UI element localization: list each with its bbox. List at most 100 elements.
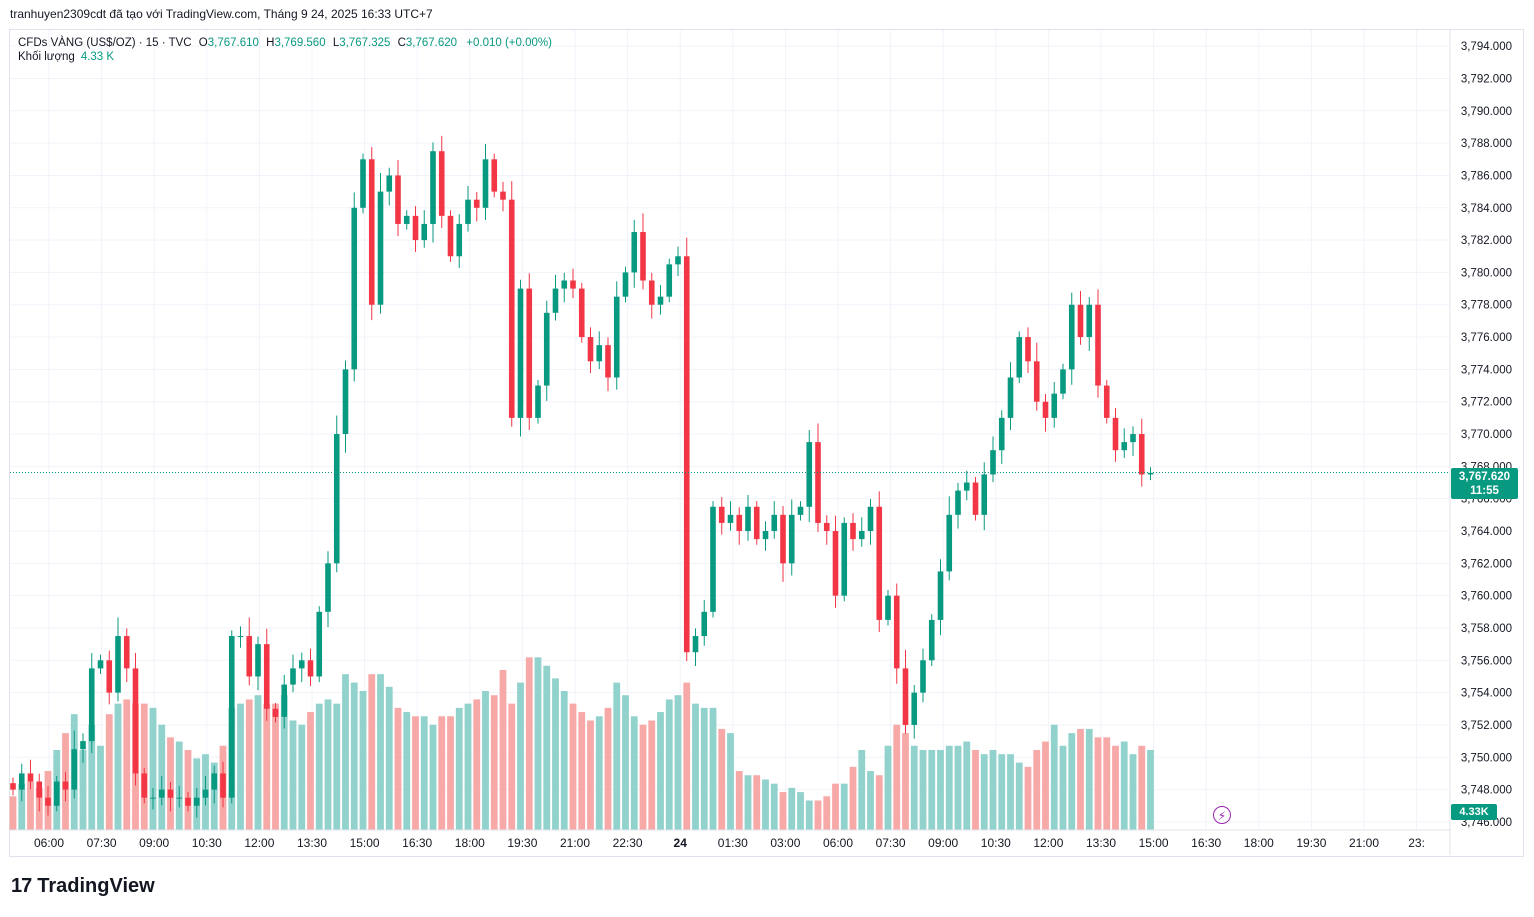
candle-body: [150, 797, 156, 799]
volume-bar: [464, 703, 472, 830]
volume-bar: [1147, 749, 1154, 830]
volume-bar: [1068, 733, 1076, 830]
price-axis: 3,794.000 3,792.000 3,790.000 3,788.000 3,78…: [1449, 30, 1512, 855]
candle-body: [10, 783, 16, 790]
candle-body: [360, 159, 366, 208]
volume-bar: [1085, 728, 1093, 830]
candle-body: [333, 434, 340, 564]
candle-body: [666, 264, 673, 297]
volume-bar: [359, 691, 367, 830]
candle-body: [771, 514, 778, 532]
volume-bar: [814, 800, 822, 830]
volume-bar: [1120, 741, 1128, 830]
volume-bar: [18, 783, 26, 830]
y-tick-label: 3,764.000: [1461, 526, 1512, 538]
volume-bar: [438, 716, 446, 830]
candle-body: [928, 619, 935, 661]
x-tick-label: 23:: [1408, 836, 1425, 850]
candle-body: [421, 223, 428, 241]
lightning-icon[interactable]: ⚡: [1213, 806, 1231, 824]
candle-body: [692, 636, 699, 653]
volume-bar: [1033, 749, 1041, 830]
tradingview-logo[interactable]: 17 TradingView: [11, 875, 155, 898]
volume-bar: [429, 724, 437, 830]
candle-body: [788, 514, 795, 564]
candle-body: [710, 506, 716, 612]
volume-label[interactable]: Khối lượng: [18, 51, 75, 63]
candle-body: [430, 151, 436, 224]
volume-bar: [674, 695, 682, 830]
volume-bar: [919, 749, 927, 830]
volume-tag: 4.33K: [1451, 804, 1497, 820]
y-tick-label: 3,752.000: [1461, 720, 1512, 732]
volume-bar: [884, 745, 892, 830]
volume-bar: [683, 682, 691, 830]
candle-body: [955, 490, 961, 515]
candle-body: [202, 789, 209, 798]
volume-bar: [648, 720, 656, 830]
x-tick-label: 19:30: [507, 836, 537, 850]
volume-bar: [280, 695, 288, 830]
candle-body: [587, 337, 594, 362]
volume-bars: [9, 657, 1154, 830]
volume-bar: [114, 703, 122, 830]
candle-body: [990, 450, 996, 475]
candle-body: [1033, 361, 1040, 402]
candle-body: [648, 280, 655, 305]
volume-bar: [289, 720, 297, 830]
candle-body: [88, 668, 95, 742]
candle-body: [185, 797, 191, 806]
close-label: C: [397, 37, 406, 49]
volume-bar: [27, 781, 34, 830]
candle-body: [106, 660, 113, 693]
volume-bar: [455, 707, 463, 830]
volume-bar: [700, 707, 708, 830]
price-candles: [10, 135, 1154, 818]
y-tick-label: 3,782.000: [1461, 235, 1512, 247]
x-tick-label: 06:00: [823, 836, 853, 850]
candle-body: [998, 417, 1005, 451]
candle-body: [491, 159, 498, 192]
chart-frame: [9, 29, 1524, 857]
volume-bar: [858, 749, 866, 830]
volume-bar: [998, 754, 1006, 830]
candle-body: [141, 773, 148, 798]
y-tick-label: 3,760.000: [1461, 591, 1512, 603]
candle-body: [1025, 337, 1031, 362]
volume-bar: [263, 703, 271, 830]
volume-bar: [412, 716, 419, 830]
x-tick-label: 15:00: [1139, 836, 1169, 850]
open-value: 3,767.610: [207, 37, 259, 49]
y-tick-label: 3,794.000: [1461, 41, 1512, 53]
candle-body: [561, 280, 568, 289]
x-tick-label: 22:30: [613, 836, 643, 850]
volume-bar: [324, 699, 332, 830]
volume-bar: [1103, 737, 1111, 830]
volume-bar: [237, 703, 244, 830]
volume-bar: [972, 749, 979, 830]
candle-body: [316, 611, 323, 677]
volume-bar: [560, 691, 568, 830]
candle-body: [508, 199, 515, 418]
brand-name: TradingView: [37, 875, 155, 897]
x-tick-label: 16:30: [402, 836, 432, 850]
volume-bar: [123, 699, 131, 830]
last-price-tag: 3,767.620 11:55: [1451, 468, 1518, 499]
candle-body: [167, 789, 174, 798]
candle-body: [377, 191, 384, 305]
candle-body: [622, 272, 629, 297]
volume-bar: [989, 749, 997, 830]
candle-body: [228, 636, 235, 798]
volume-bar: [980, 754, 988, 830]
candle-body: [815, 442, 821, 523]
candle-body: [290, 668, 296, 685]
x-tick-label: 13:30: [1086, 836, 1116, 850]
candle-body: [1112, 417, 1119, 451]
candle-body: [657, 296, 664, 305]
candle-body: [911, 692, 918, 725]
symbol-label[interactable]: CFDs VÀNG (US$/OZ) · 15 · TVC: [18, 37, 192, 49]
candle-body: [342, 369, 349, 435]
x-tick-label: 21:00: [1349, 836, 1379, 850]
volume-bar: [1007, 754, 1014, 830]
